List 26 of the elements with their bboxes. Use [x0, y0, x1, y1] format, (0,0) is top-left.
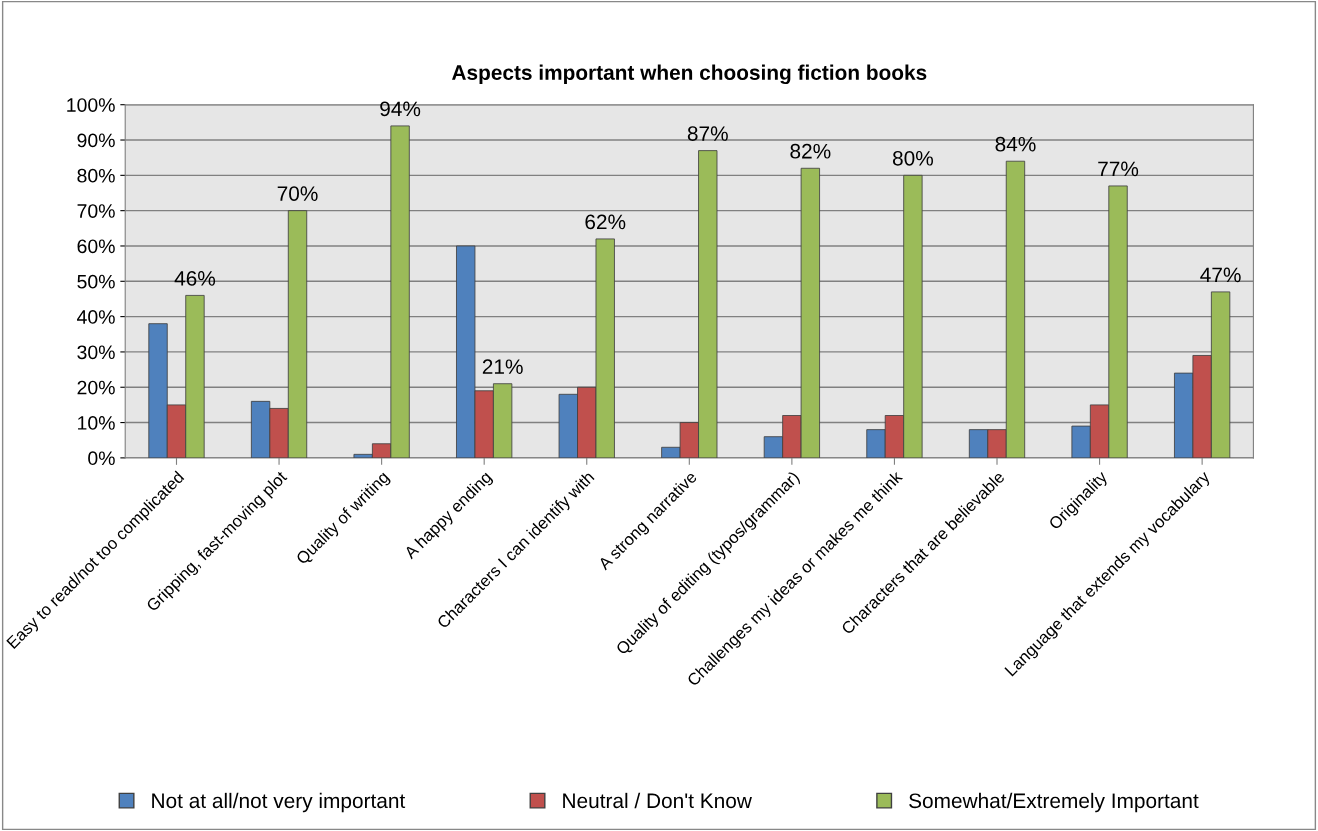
y-tick-label: 40% — [77, 310, 115, 324]
chart-title: Aspects important when choosing fiction books — [451, 64, 927, 85]
data-label: 62% — [585, 214, 626, 230]
y-tick-label: 50% — [77, 274, 115, 289]
y-tick-label: 80% — [77, 168, 115, 183]
y-tick-label: 60% — [77, 239, 115, 254]
y-tick-label: 100% — [67, 98, 115, 112]
y-tick-label: 0% — [88, 451, 115, 466]
data-label: 21% — [482, 359, 523, 374]
data-label: 82% — [790, 143, 831, 159]
legend-label: Somewhat/Extremely Important — [909, 792, 1199, 813]
data-label: 87% — [687, 126, 728, 141]
y-tick-label: 30% — [77, 345, 115, 360]
y-tick-label: 20% — [77, 380, 115, 395]
y-tick-label: 70% — [77, 204, 115, 218]
data-label: 94% — [380, 101, 421, 117]
y-tick-label: 90% — [77, 133, 115, 148]
data-label: 47% — [1200, 267, 1241, 283]
data-label: 46% — [174, 270, 216, 286]
data-label: 84% — [995, 136, 1036, 152]
data-label: 77% — [1098, 161, 1139, 177]
data-label: 70% — [277, 186, 318, 201]
legend-label: Not at all/not very important — [152, 792, 406, 813]
legend-label: Neutral / Don't Know — [563, 792, 752, 809]
data-label: 80% — [892, 150, 934, 166]
y-tick-label: 10% — [78, 416, 115, 430]
